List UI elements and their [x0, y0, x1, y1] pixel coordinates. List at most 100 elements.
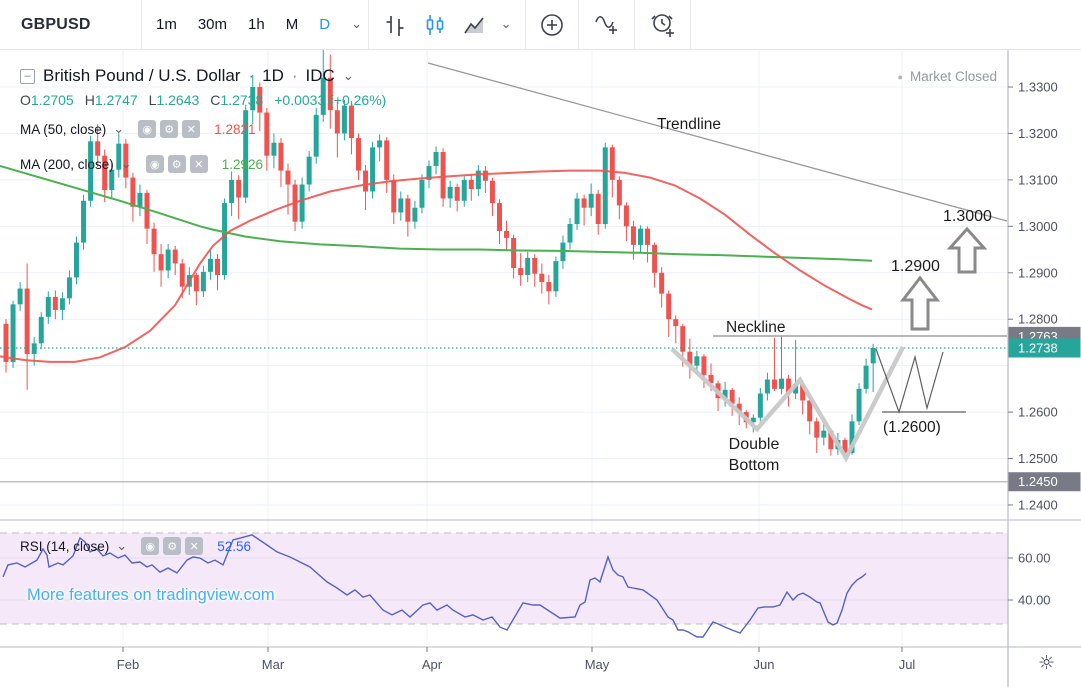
candle-body	[370, 147, 376, 192]
double-bottom-w-drawing[interactable]	[670, 345, 906, 463]
gear-icon[interactable]: ⚙	[160, 120, 179, 138]
candle-body	[454, 186, 460, 201]
candle-body	[137, 192, 143, 207]
candle-body	[666, 293, 672, 320]
change-value: +0.0033 (+0.26%)	[274, 92, 387, 108]
candle-body	[229, 179, 235, 204]
time-tick-label: Jul	[899, 657, 916, 672]
candle-body	[595, 193, 601, 224]
candle-body	[200, 271, 206, 292]
candle-body	[172, 249, 178, 264]
candle-body	[588, 193, 594, 208]
symbol-button[interactable]: GBPUSD	[21, 15, 91, 33]
eye-icon[interactable]: ◉	[138, 120, 157, 138]
rsi-tick-label: 40.00	[1018, 593, 1051, 608]
interval-1h[interactable]: 1h	[248, 16, 265, 33]
candle-body	[215, 258, 220, 276]
interval-D-active[interactable]: D	[319, 16, 331, 33]
bars-chart-icon[interactable]	[382, 12, 408, 38]
rsi-label[interactable]: RSI (14, close)	[20, 538, 110, 554]
area-chart-icon[interactable]	[461, 12, 487, 38]
plus-circle-icon[interactable]	[538, 11, 566, 39]
candle-body	[828, 430, 834, 450]
candle-body	[405, 198, 411, 222]
candle-body	[757, 393, 763, 418]
candle-body	[687, 351, 693, 366]
candle-body	[320, 77, 326, 115]
price-tick-label: 1.3100	[1018, 172, 1058, 187]
low-label: L	[148, 92, 157, 108]
candle-body	[81, 200, 87, 243]
candle-body	[271, 142, 277, 156]
style-chevron-down-icon[interactable]: ⌄	[500, 17, 512, 32]
collapse-square-icon[interactable]: –	[20, 68, 35, 84]
candle-body	[447, 186, 453, 199]
candle-body	[553, 261, 559, 292]
candle-body	[52, 296, 58, 310]
close-icon[interactable]: ✕	[189, 155, 208, 173]
candle-body	[694, 356, 700, 366]
legend-chevron-down-icon[interactable]: ⌄	[342, 68, 354, 84]
candle-body	[123, 143, 129, 178]
candle-body	[341, 105, 347, 134]
ma200-label[interactable]: MA (200, close)	[20, 156, 114, 172]
legend-interval[interactable]: 1D	[262, 66, 284, 85]
interval-M[interactable]: M	[285, 16, 299, 33]
candle-body	[59, 298, 65, 310]
ma200-chevron-down-icon[interactable]: ⌄	[120, 156, 132, 172]
close-icon[interactable]: ✕	[185, 537, 204, 555]
candle-body	[489, 180, 495, 204]
compare-icon[interactable]	[592, 10, 622, 40]
candle-body	[426, 165, 432, 180]
candle-body	[673, 319, 679, 327]
candle-body	[264, 112, 270, 156]
gear-icon[interactable]: ⚙	[163, 537, 182, 555]
close-icon[interactable]: ✕	[182, 120, 201, 138]
candle-body	[45, 296, 51, 317]
candle-body	[525, 257, 531, 276]
candle-body	[602, 147, 608, 224]
interval-1m[interactable]: 1m	[156, 16, 177, 33]
candle-body	[95, 141, 101, 156]
support-12600-annotation: (1.2600)	[883, 419, 941, 436]
candle-body	[285, 170, 291, 185]
ma200-legend-row: MA (200, close) ⌄ ◉ ⚙ ✕ 1.2926	[20, 155, 263, 173]
trendline-drawing[interactable]	[427, 62, 1008, 222]
candle-body	[511, 237, 517, 269]
alert-section	[635, 0, 690, 49]
compare-section	[579, 0, 634, 49]
candle-body	[24, 288, 30, 355]
candle-body	[786, 378, 792, 394]
ma50-chevron-down-icon[interactable]: ⌄	[113, 121, 125, 137]
rsi-chevron-down-icon[interactable]: ⌄	[116, 538, 128, 554]
alarm-add-icon[interactable]	[648, 10, 678, 40]
candle-body	[638, 228, 643, 245]
price-tick-label: 1.3300	[1018, 80, 1058, 95]
ma50-label[interactable]: MA (50, close)	[20, 121, 107, 137]
open-value: 1.2705	[30, 92, 74, 108]
eye-icon[interactable]: ◉	[141, 537, 160, 555]
candle-body	[771, 379, 777, 389]
gear-icon[interactable]: ⚙	[167, 155, 186, 173]
theme-toggle-icon[interactable]: ☼	[1037, 652, 1055, 674]
candle-body	[313, 114, 319, 157]
symbol-section: GBPUSD	[0, 0, 141, 49]
tradingview-link[interactable]: More features on tradingview.com	[27, 586, 275, 604]
candle-body	[546, 282, 552, 292]
interval-30m[interactable]: 30m	[197, 16, 228, 33]
candle-body	[222, 203, 228, 276]
chart-canvas[interactable]: 1.3300 1.3200 1.3100 1.3000 1.2900 1.2800 1.26…	[0, 50, 1081, 687]
candle-body	[504, 230, 510, 238]
double-bottom-annotation: Double Bottom	[712, 434, 796, 476]
candle-body	[807, 400, 813, 422]
symbol-full-name[interactable]: British Pound / U.S. Dollar	[43, 66, 241, 85]
up-arrow-12900	[899, 275, 941, 331]
candle-body	[207, 258, 213, 272]
eye-icon[interactable]: ◉	[145, 155, 164, 173]
candle-body	[856, 388, 862, 422]
candle-body	[327, 77, 333, 111]
interval-chevron-down-icon[interactable]: ⌄	[351, 17, 362, 32]
trendline-annotation: Trendline	[657, 116, 722, 133]
candles-chart-icon[interactable]	[422, 12, 448, 38]
projection-w-drawing[interactable]	[875, 348, 944, 414]
